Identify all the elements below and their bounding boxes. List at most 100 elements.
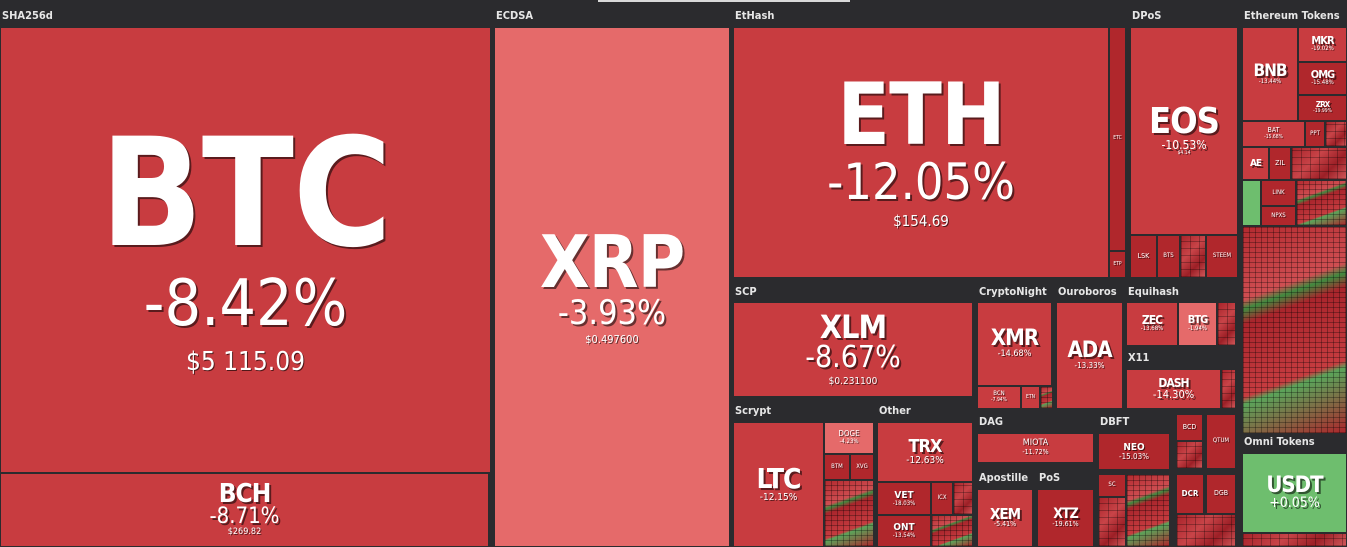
tile-xvg[interactable]: XVG [850,454,874,480]
tile-lsk[interactable]: LSK [1130,235,1157,278]
group-header-ethash: EtHash [733,8,1127,24]
tile-usdt[interactable]: USDT +0.05% [1242,453,1347,533]
tile-symbol: AE [1249,157,1262,169]
tile-zrx[interactable]: ZRX -19.99% [1298,95,1347,121]
tile-green-token[interactable] [1242,180,1261,226]
tile-eth[interactable]: ETH -12.05% $154.69 [733,27,1109,278]
tile-cluster-bottom-c[interactable] [1176,514,1236,547]
tile-btc[interactable]: BTC -8.42% $5 115.09 [0,27,491,473]
tile-xtz[interactable]: XTZ -19.61% [1037,489,1094,547]
group-header-x11: X11 [1126,350,1238,366]
tile-neo[interactable]: NEO -15.03% [1098,433,1170,470]
tile-ont[interactable]: ONT -13.54% [877,515,931,547]
tile-xem[interactable]: XEM -5.41% [977,489,1033,547]
tile-price: $154.69 [893,212,949,231]
group-header-scp: SCP [733,284,977,300]
tile-symbol: BCH [218,478,272,509]
group-header-scrypt: Scrypt [733,403,877,419]
tile-change: -14.30% [1152,388,1195,402]
tile-symbol: BCN [993,390,1005,398]
tile-change: -13.33% [1074,360,1105,370]
tile-ltc[interactable]: LTC -12.15% [733,422,824,547]
tile-qtum[interactable]: QTUM [1206,414,1236,469]
tile-cluster-x11[interactable] [1221,369,1236,409]
tile-change: -15.68% [1264,134,1283,141]
tile-zil[interactable]: ZIL [1269,147,1291,180]
tile-dcr[interactable]: DCR [1176,474,1204,514]
tile-cluster-other-a[interactable] [953,482,973,515]
tile-symbol: EOS [1149,101,1220,143]
tile-bch[interactable]: BCH -8.71% $269.82 [0,473,489,547]
tile-icx[interactable]: ICX [931,482,953,515]
tile-change: -19.61% [1052,519,1079,528]
tile-ae[interactable]: AE [1242,147,1269,180]
tile-dgb[interactable]: DGB [1206,474,1236,514]
tile-xlm[interactable]: XLM -8.67% $0.231100 [733,302,973,397]
tile-cluster-bottom-a[interactable] [1126,474,1170,547]
tile-cluster-tokens-b[interactable] [1291,147,1347,180]
tile-vet[interactable]: VET -18.03% [877,482,931,515]
tile-bnb[interactable]: BNB -13.44% [1242,27,1298,121]
tile-bcd[interactable]: BCD [1176,414,1203,441]
tile-btm[interactable]: BTM [824,454,850,480]
tile-cluster-bottom-b[interactable] [1098,497,1126,547]
tile-bcn[interactable]: BCN -7.94% [977,386,1021,409]
tile-miota[interactable]: MIOTA -11.72% [977,433,1094,463]
tile-change: -15.48% [1311,79,1334,87]
group-header-dag: DAG [977,414,1096,430]
tile-symbol: ZIL [1275,158,1285,167]
tile-xrp[interactable]: XRP -3.93% $0.497600 [494,27,730,547]
tile-change: -5.41% [993,520,1017,529]
tile-symbol: MKR [1311,33,1334,47]
tile-ada[interactable]: ADA -13.33% [1056,302,1123,409]
tile-zec[interactable]: ZEC -13.68% [1126,302,1178,346]
tile-ppt[interactable]: PPT [1305,121,1325,147]
group-header-omni: Omni Tokens [1242,434,1347,450]
tile-omg[interactable]: OMG -15.48% [1298,62,1347,95]
tile-change: -13.44% [1258,77,1282,85]
tile-symbol: ETP [1113,260,1122,267]
tile-symbol: SC [1108,481,1116,489]
group-header-ouroboros: Ouroboros [1056,284,1126,300]
tile-xmr[interactable]: XMR -14.68% [977,302,1052,386]
tile-symbol: TRX [908,435,942,457]
tile-symbol: DASH [1158,375,1189,390]
tile-symbol: ADA [1067,337,1112,363]
tile-btg[interactable]: BTG -1.94% [1178,302,1217,346]
group-header-pos: PoS [1037,470,1096,486]
tile-change: -8.71% [209,504,280,530]
tile-link[interactable]: LINK [1261,180,1296,206]
tile-bat[interactable]: BAT -15.68% [1242,121,1305,147]
tile-trx[interactable]: TRX -12.63% [877,422,973,482]
tile-cluster-scrypt[interactable] [824,480,874,547]
tile-cluster-dbft-a[interactable] [1176,441,1203,469]
tile-cluster-tokens-small[interactable] [1242,226,1347,434]
tile-sc[interactable]: SC [1098,474,1126,497]
tile-npxs[interactable]: NPXS [1261,206,1296,226]
tile-symbol: BNB [1253,60,1287,81]
tile-cluster-tokens-c[interactable] [1296,180,1347,226]
tile-doge[interactable]: DOGE -4.23% [824,422,874,454]
tile-cluster-other-b[interactable] [931,515,973,547]
group-header-sha256d: SHA256d [0,8,492,24]
tile-cluster-omni[interactable] [1242,533,1347,547]
tile-steem[interactable]: STEEM [1206,235,1238,278]
tile-symbol: XVG [856,462,868,470]
tile-dash[interactable]: DASH -14.30% [1126,369,1221,409]
tile-cluster-equihash[interactable] [1217,302,1236,346]
tile-mkr[interactable]: MKR -19.02% [1298,27,1347,62]
group-header-apostille: Apostille [977,470,1035,486]
tile-cluster-tokens-a[interactable] [1325,121,1347,147]
tile-symbol: LTC [756,461,801,495]
tile-change: -15.03% [1118,451,1150,461]
tile-etc[interactable]: ETC [1109,27,1126,251]
tile-eos[interactable]: EOS -10.53% $4.14 [1130,27,1238,235]
tile-etp[interactable]: ETP [1109,251,1126,278]
tile-symbol: XTZ [1053,505,1078,522]
tile-bts[interactable]: BTS [1157,235,1180,278]
tile-cluster-dpos-small[interactable] [1180,235,1206,278]
tile-cluster-cryptonight[interactable] [1040,386,1053,409]
group-header-dpos: DPoS [1130,8,1240,24]
tile-etn[interactable]: ETN [1021,386,1040,409]
tile-symbol: LSK [1137,251,1150,260]
